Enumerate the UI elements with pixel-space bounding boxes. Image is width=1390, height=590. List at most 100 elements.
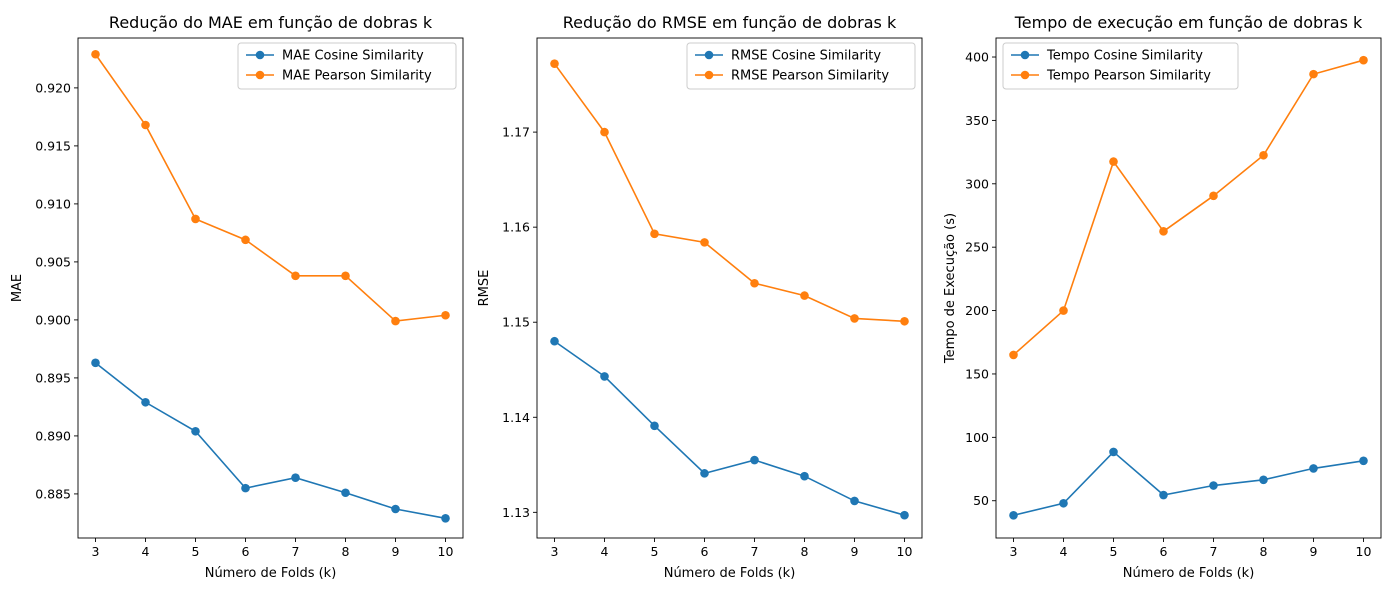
data-point [341,271,350,281]
data-point [550,336,559,346]
x-axis-label: Número de Folds (k) [205,566,337,581]
data-point [850,496,859,506]
data-point [91,49,100,59]
x-tick-label: 7 [292,544,300,559]
y-tick-label: 0.885 [35,486,71,501]
chart-title: Tempo de execução em função de dobras k [1014,13,1363,32]
legend-marker [255,70,265,80]
x-tick-label: 5 [1110,544,1118,559]
x-tick-label: 4 [1060,544,1068,559]
x-axis-label: Número de Folds (k) [1123,566,1255,581]
data-point [900,510,909,520]
chart-title: Redução do MAE em função de dobras k [109,13,433,32]
x-tick-label: 5 [192,544,200,559]
legend-marker [704,50,714,60]
x-tick-label: 7 [751,544,759,559]
x-tick-label: 3 [92,544,100,559]
data-point [1209,481,1218,490]
y-tick-label: 0.900 [35,312,71,327]
data-point [1259,150,1268,160]
data-point [550,59,559,68]
data-point [241,483,250,493]
data-point [1009,350,1018,360]
data-point [391,316,400,326]
y-tick-label: 0.890 [35,428,71,443]
legend: MAE Cosine Similarity MAE Pearson Similar… [237,42,457,90]
data-point [700,469,709,478]
x-tick-label: 3 [1010,544,1018,559]
data-point [850,314,859,323]
legend-label: RMSE Cosine Similarity [731,49,881,64]
x-tick-label: 8 [1260,544,1268,559]
data-point [1059,306,1068,315]
data-point [291,271,300,281]
series-line-1 [1013,450,1364,517]
y-tick-label: 1.13 [502,505,530,520]
y-tick-label: 0.920 [35,80,71,95]
x-tick-label: 10 [438,544,454,559]
data-point [750,278,759,288]
data-point [441,310,450,320]
axes-frame [536,37,923,539]
legend-marker [1020,50,1030,60]
data-point [1209,191,1218,201]
y-tick-label: 1.17 [502,125,530,140]
x-tick-label: 9 [851,544,859,559]
data-point [241,235,250,245]
data-point [191,426,200,436]
legend-label: Tempo Pearson Similarity [1046,69,1211,84]
data-point [650,229,659,239]
x-tick-label: 8 [801,544,809,559]
x-tick-label: 9 [1310,544,1318,559]
data-point [1259,475,1268,485]
legend-label: MAE Pearson Similarity [282,69,432,84]
data-point [1359,456,1368,466]
y-tick-label: 150 [965,366,989,381]
x-tick-label: 10 [1356,544,1372,559]
series-line-1 [554,340,905,516]
y-tick-label: 50 [973,493,989,508]
y-axis-label: RMSE [477,270,492,307]
data-point [1159,227,1168,236]
y-tick-label: 0.905 [35,254,71,269]
data-point [750,455,759,465]
x-tick-label: 9 [392,544,400,559]
y-tick-label: 1.16 [502,220,530,235]
data-point [1159,490,1168,500]
legend-label: MAE Cosine Similarity [282,49,424,64]
data-point [291,473,300,482]
chart-panel-2: Redução do RMSE em função de dobras k 3 4 5… [477,13,923,581]
data-point [141,120,150,130]
legend-label: RMSE Pearson Similarity [731,69,889,84]
legend-box [686,42,916,90]
data-point [600,127,609,137]
x-tick-label: 10 [897,544,913,559]
legend-box [237,42,457,90]
chart-panel-3: Tempo de execução em função de dobras k 3… [943,13,1382,581]
legend-marker [704,70,714,80]
data-point [900,316,909,326]
data-point [1059,498,1068,508]
x-tick-label: 8 [342,544,350,559]
y-tick-label: 0.910 [35,196,71,211]
x-tick-label: 4 [601,544,609,559]
data-point [1009,511,1018,520]
data-point [800,471,809,481]
data-point [191,214,200,224]
y-tick-label: 200 [965,303,989,318]
y-tick-label: 0.895 [35,370,71,385]
legend: Tempo Cosine Similarity Tempo Pearson Sim… [1002,42,1239,90]
legend: RMSE Cosine Similarity RMSE Pearson Simil… [686,42,916,90]
x-tick-label: 7 [1210,544,1218,559]
data-point [1309,69,1318,79]
data-point [441,513,450,523]
y-tick-label: 350 [965,113,989,128]
data-point [1309,464,1318,473]
data-point [700,238,709,247]
data-point [1359,55,1368,65]
legend-marker [1020,70,1030,80]
legend-marker [255,50,265,60]
series-line-2 [553,63,905,323]
x-tick-label: 6 [242,544,250,559]
x-tick-label: 3 [551,544,559,559]
